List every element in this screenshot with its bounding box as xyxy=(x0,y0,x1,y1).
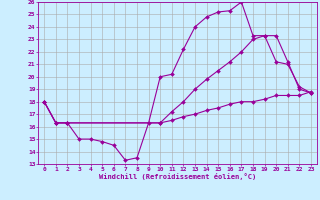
X-axis label: Windchill (Refroidissement éolien,°C): Windchill (Refroidissement éolien,°C) xyxy=(99,173,256,180)
